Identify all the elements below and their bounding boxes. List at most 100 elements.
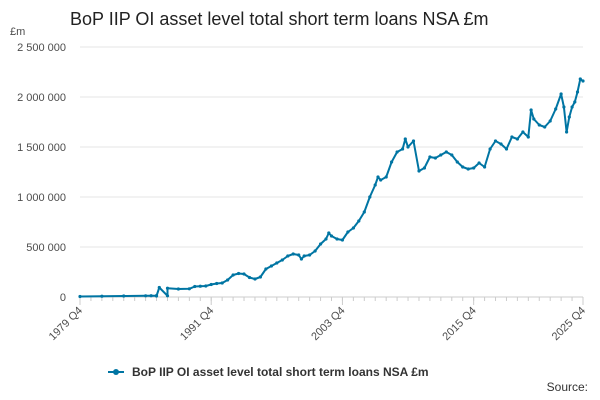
data-point[interactable] [242, 272, 246, 276]
data-point[interactable] [466, 167, 470, 171]
grid-lines [80, 46, 583, 298]
data-point[interactable] [329, 234, 334, 238]
data-point[interactable] [275, 261, 279, 265]
legend[interactable]: BoP IIP OI asset level total short term … [108, 363, 429, 381]
data-point[interactable] [529, 108, 533, 112]
data-point[interactable] [357, 219, 361, 223]
x-tick-label: 2025 Q4 [550, 305, 588, 343]
data-point[interactable] [299, 257, 303, 261]
data-point[interactable] [280, 258, 284, 262]
data-point[interactable] [215, 281, 219, 286]
data-point[interactable] [373, 183, 377, 187]
data-point[interactable] [122, 294, 126, 298]
data-point[interactable] [559, 92, 563, 96]
data-point[interactable] [510, 135, 514, 139]
data-point[interactable] [403, 137, 407, 141]
data-point[interactable] [444, 150, 448, 154]
data-point[interactable] [521, 130, 525, 134]
data-point[interactable] [269, 264, 273, 268]
data-point[interactable] [384, 175, 388, 179]
data-point[interactable] [313, 249, 317, 253]
data-point[interactable] [247, 275, 252, 280]
data-point[interactable] [302, 254, 306, 258]
data-point[interactable] [204, 284, 208, 288]
data-point[interactable] [567, 115, 571, 119]
data-point[interactable] [548, 119, 552, 123]
data-point[interactable] [570, 105, 574, 109]
data-point[interactable] [324, 237, 328, 241]
data-point[interactable] [376, 175, 380, 179]
data-point[interactable] [264, 267, 268, 271]
data-point[interactable] [308, 253, 312, 257]
data-point[interactable] [226, 278, 230, 282]
data-point[interactable] [395, 150, 399, 154]
data-point[interactable] [149, 294, 153, 298]
data-point[interactable] [319, 242, 323, 246]
data-point[interactable] [253, 277, 257, 281]
data-point[interactable] [297, 253, 301, 257]
data-point[interactable] [406, 145, 410, 149]
source-label: Source: [546, 380, 588, 394]
data-point[interactable] [368, 195, 372, 199]
data-point[interactable] [165, 294, 170, 298]
data-point[interactable] [565, 130, 569, 134]
data-point[interactable] [346, 230, 350, 234]
data-point[interactable] [144, 294, 148, 298]
data-point[interactable] [198, 284, 202, 288]
data-point[interactable] [327, 231, 331, 235]
data-point[interactable] [461, 165, 465, 169]
data-point[interactable] [428, 155, 432, 159]
data-point[interactable] [439, 153, 443, 157]
data-point[interactable] [187, 287, 191, 291]
data-point[interactable] [335, 237, 339, 241]
data-point[interactable] [176, 287, 180, 291]
data-point[interactable] [472, 166, 476, 170]
data-point[interactable] [532, 117, 536, 121]
data-point[interactable] [483, 165, 487, 169]
data-point[interactable] [340, 238, 344, 242]
data-point[interactable] [562, 105, 566, 109]
data-point[interactable] [578, 77, 582, 81]
data-point[interactable] [477, 161, 481, 165]
data-point[interactable] [455, 160, 459, 164]
data-point[interactable] [537, 123, 541, 127]
data-point[interactable] [581, 79, 585, 83]
data-point[interactable] [258, 275, 262, 279]
data-point[interactable] [433, 156, 437, 160]
data-point[interactable] [362, 210, 366, 214]
data-point[interactable] [100, 294, 104, 298]
data-point[interactable] [493, 139, 498, 143]
data-point[interactable] [573, 100, 577, 104]
data-point[interactable] [154, 294, 159, 298]
data-point[interactable] [401, 147, 405, 151]
data-point[interactable] [526, 135, 530, 139]
data-point[interactable] [422, 166, 426, 170]
data-point[interactable] [291, 252, 295, 256]
data-point[interactable] [220, 281, 224, 285]
data-point[interactable] [165, 286, 170, 290]
y-axis: 0 500 000 1 000 000 1 500 000 2 000 000 2 500… [17, 42, 66, 304]
series-line [79, 78, 584, 298]
data-point[interactable] [488, 147, 492, 151]
data-point[interactable] [450, 153, 454, 157]
y-tick-label: 2 000 000 [17, 92, 66, 104]
data-point[interactable] [504, 147, 509, 151]
data-point[interactable] [78, 294, 82, 299]
data-point[interactable] [515, 137, 520, 141]
data-point[interactable] [417, 169, 421, 173]
x-tick-label: 1979 Q4 [47, 305, 85, 343]
data-point[interactable] [209, 282, 213, 287]
data-point[interactable] [193, 284, 197, 289]
data-point[interactable] [543, 125, 547, 129]
data-point[interactable] [157, 285, 161, 290]
data-point[interactable] [231, 273, 235, 277]
data-point[interactable] [554, 107, 558, 111]
data-point[interactable] [286, 254, 290, 258]
data-point[interactable] [237, 271, 241, 276]
data-point[interactable] [411, 139, 416, 143]
data-point[interactable] [351, 226, 355, 230]
data-point[interactable] [379, 178, 383, 182]
data-point[interactable] [390, 160, 394, 164]
data-point[interactable] [499, 142, 503, 146]
data-point[interactable] [575, 90, 580, 94]
